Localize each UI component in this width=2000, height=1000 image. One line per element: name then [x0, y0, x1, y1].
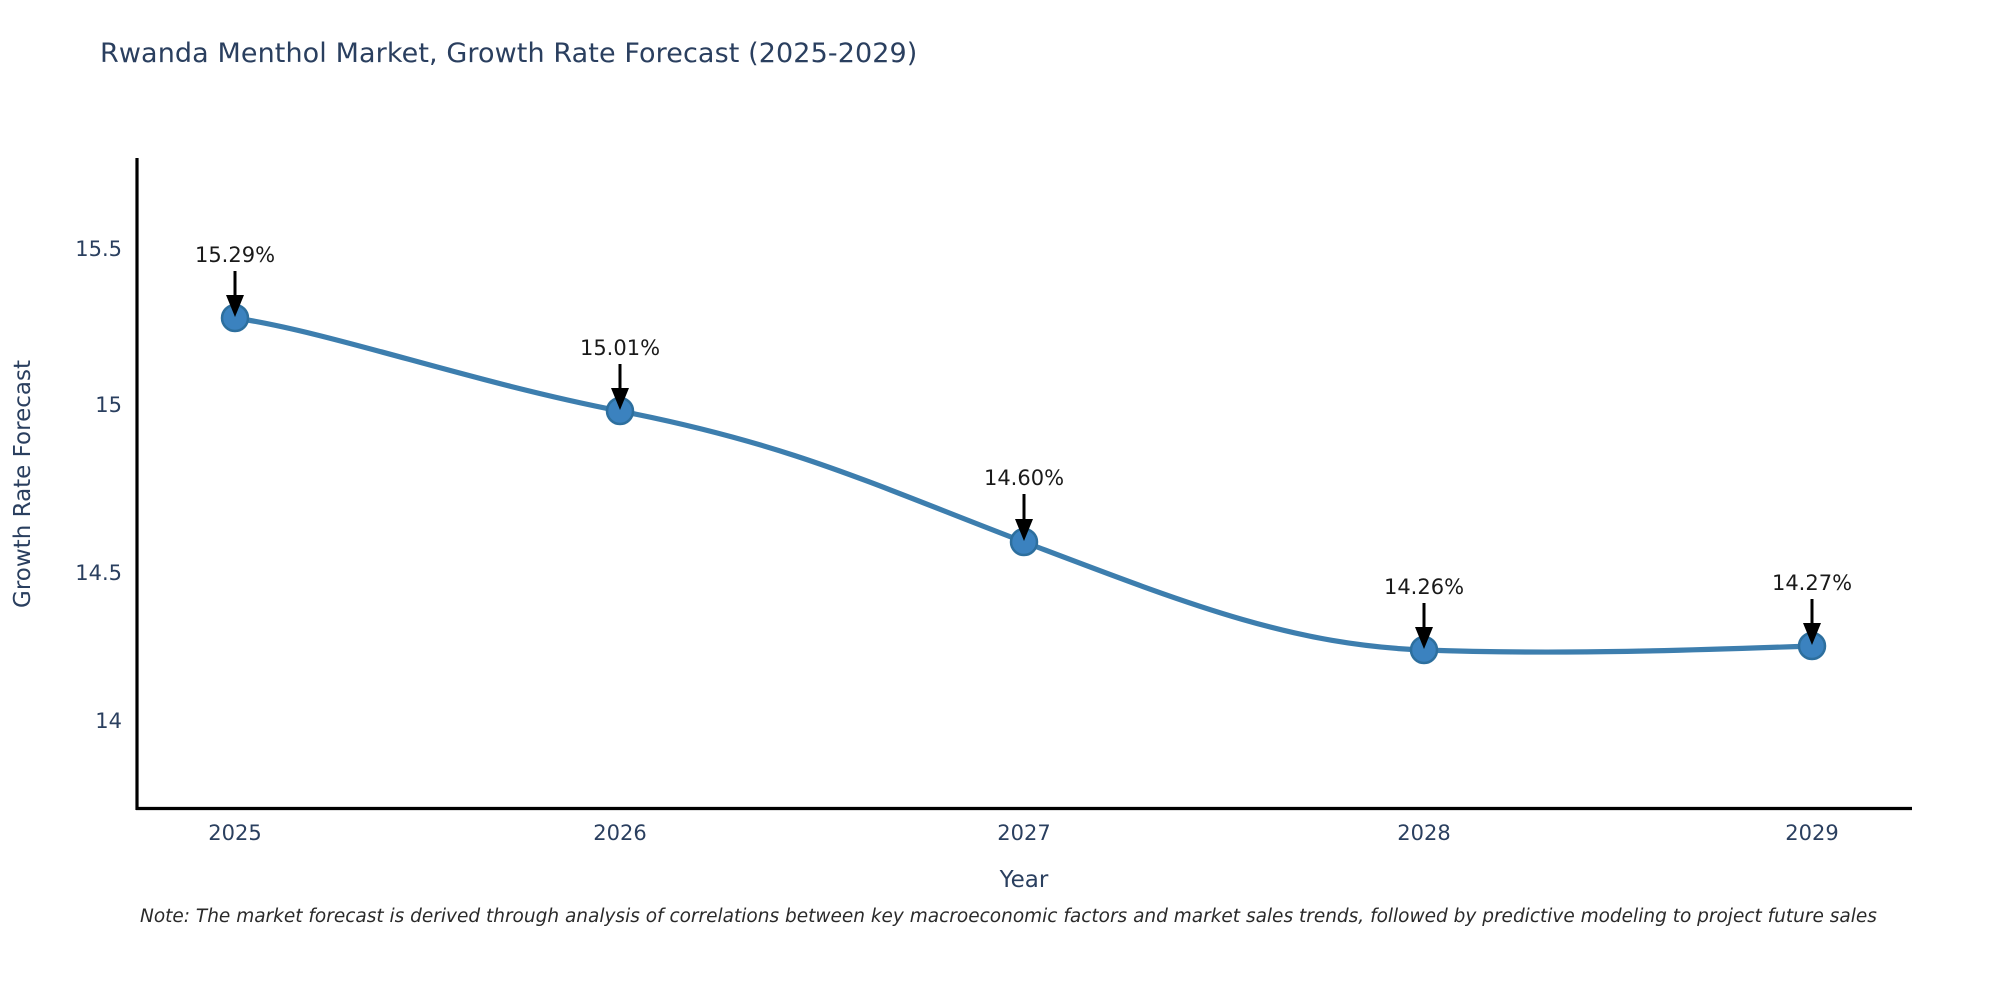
x-tick-label: 2027: [997, 821, 1050, 845]
chart-title: Rwanda Menthol Market, Growth Rate Forec…: [100, 38, 918, 69]
x-axis-title: Year: [999, 867, 1049, 893]
down-arrow-icon: [1803, 599, 1821, 645]
data-point-label: 14.26%: [1384, 575, 1464, 599]
down-arrow-icon: [1015, 494, 1033, 541]
data-point-label: 14.60%: [984, 466, 1064, 490]
x-tick-label: 2026: [593, 821, 646, 845]
y-tick-label: 14: [95, 709, 122, 733]
data-point-label: 15.29%: [195, 243, 275, 267]
y-tick-label: 15.5: [75, 237, 122, 261]
annotation-arrows: [226, 271, 1821, 649]
data-point-label: 15.01%: [580, 336, 660, 360]
x-tick-label: 2028: [1397, 821, 1450, 845]
down-arrow-icon: [226, 271, 244, 317]
down-arrow-icon: [1415, 603, 1433, 649]
y-tick-label: 14.5: [75, 561, 122, 585]
y-axis-title: Growth Rate Forecast: [10, 360, 36, 608]
footnote-note: Note: The market forecast is derived thr…: [140, 906, 1877, 927]
data-point-label: 14.27%: [1772, 571, 1852, 595]
x-tick-label: 2025: [208, 821, 261, 845]
data-point-labels: 15.29% 15.01% 14.60% 14.26% 14.27%: [195, 243, 1852, 599]
x-tick-label: 2029: [1785, 821, 1838, 845]
y-tick-label: 15: [95, 393, 122, 417]
y-axis-ticks: 14 14.5 15 15.5: [75, 237, 122, 733]
down-arrow-icon: [611, 364, 629, 410]
x-axis-ticks: 2025 2026 2027 2028 2029: [208, 821, 1838, 845]
